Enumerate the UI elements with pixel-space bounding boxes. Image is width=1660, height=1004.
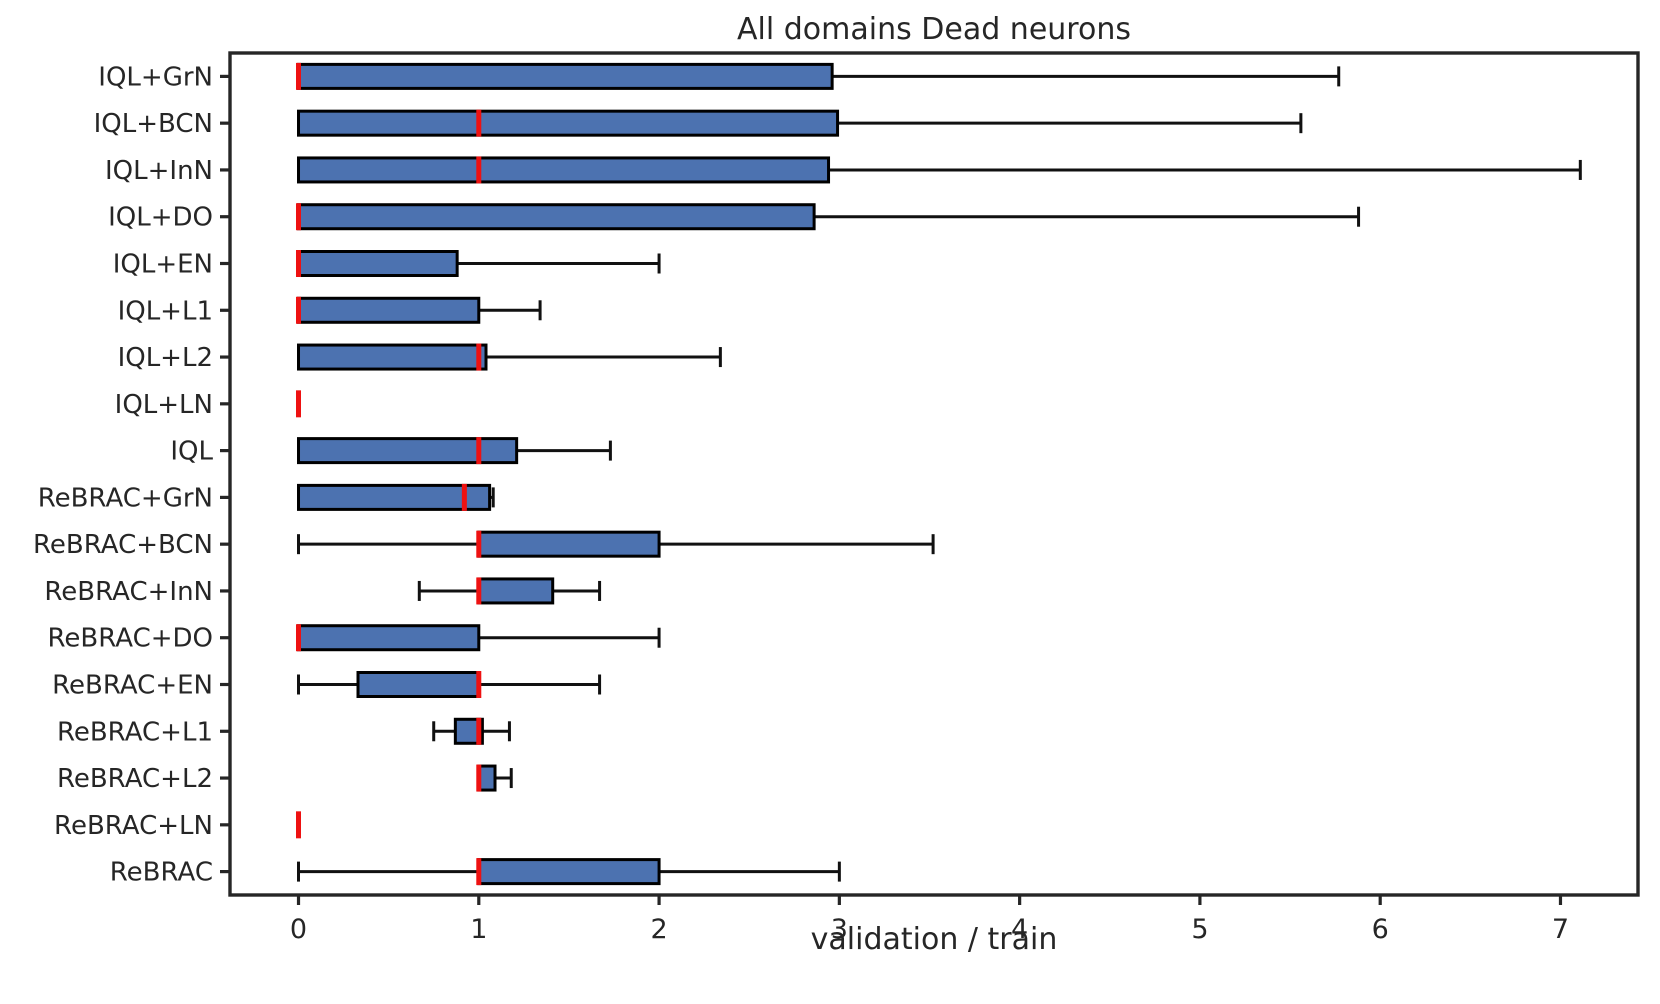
boxplot-row-rebrac-bcn: ReBRAC+BCN [33,530,935,560]
box [297,250,459,277]
x-tick-label: 5 [1191,914,1208,945]
x-tick-label: 7 [1552,914,1569,945]
x-tick-label: 3 [831,914,848,945]
boxplot-row-iql: IQL [170,437,612,467]
box [297,296,481,324]
boxplot-row-iql-bcn: IQL+BCN [94,109,1303,139]
box [477,577,555,605]
boxplot-row-rebrac-en: ReBRAC+EN [52,671,602,701]
boxplot-row-iql-l2: IQL+L2 [118,343,722,373]
x-tick-label: 2 [650,914,667,945]
boxplot-row-iql-do: IQL+DO [108,203,1361,233]
boxplot-row-iql-ln: IQL+LN [115,390,302,420]
x-tick-label: 4 [1011,914,1028,945]
category-label: ReBRAC+L1 [57,717,213,747]
box [297,62,834,90]
category-label: IQL+EN [113,250,213,280]
category-label: ReBRAC+L2 [57,764,213,794]
box [477,858,661,886]
boxplot-row-rebrac-l1: ReBRAC+L1 [57,717,511,747]
boxplot-row-rebrac-l2: ReBRAC+L2 [57,764,513,794]
box [297,109,840,137]
category-label: ReBRAC+InN [44,577,213,607]
category-label: IQL+DO [108,203,213,233]
category-label: ReBRAC+BCN [33,530,213,560]
category-label: ReBRAC+LN [54,811,213,841]
box [297,343,488,371]
category-label: ReBRAC+DO [48,624,214,654]
x-tick-label: 1 [470,914,487,945]
boxplot-row-rebrac-ln: ReBRAC+LN [54,811,302,841]
boxplot-row-iql-grn: IQL+GrN [98,62,1341,92]
category-label: IQL+L1 [118,296,213,326]
category-label: IQL+GrN [98,62,213,92]
box [297,203,816,231]
boxplot-row-rebrac: ReBRAC [110,858,841,888]
category-label: IQL+InN [105,156,213,186]
plot-area: 0 1 2 3 4 5 6 7 IQL+GrN IQL+BCN IQL+InN IQL+DO IQL+E… [33,51,1640,945]
box [297,624,481,652]
category-label: IQL [170,437,213,467]
boxplot-row-rebrac-do: ReBRAC+DO [48,624,661,654]
plot-spines [228,51,1640,897]
boxplot-row-rebrac-inn: ReBRAC+InN [44,577,602,607]
x-tick-label: 0 [290,914,307,945]
box [477,530,661,558]
boxplot-row-rebrac-grn: ReBRAC+GrN [38,483,495,513]
x-tick-label: 6 [1372,914,1389,945]
boxplot-row-iql-en: IQL+EN [113,250,661,280]
box [356,671,481,698]
box [297,483,492,511]
box [297,156,831,184]
category-label: ReBRAC+EN [52,671,213,701]
category-label: IQL+LN [115,390,213,420]
boxplot-row-iql-inn: IQL+InN [105,156,1582,186]
category-label: ReBRAC [110,858,213,888]
chart-title: All domains Dead neurons [737,12,1131,47]
category-label: IQL+L2 [118,343,213,373]
category-label: IQL+BCN [94,109,213,139]
category-label: ReBRAC+GrN [38,483,213,513]
box [297,437,519,465]
boxplot-row-iql-l1: IQL+L1 [118,296,542,326]
x-axis-label: validation / train [811,922,1058,957]
